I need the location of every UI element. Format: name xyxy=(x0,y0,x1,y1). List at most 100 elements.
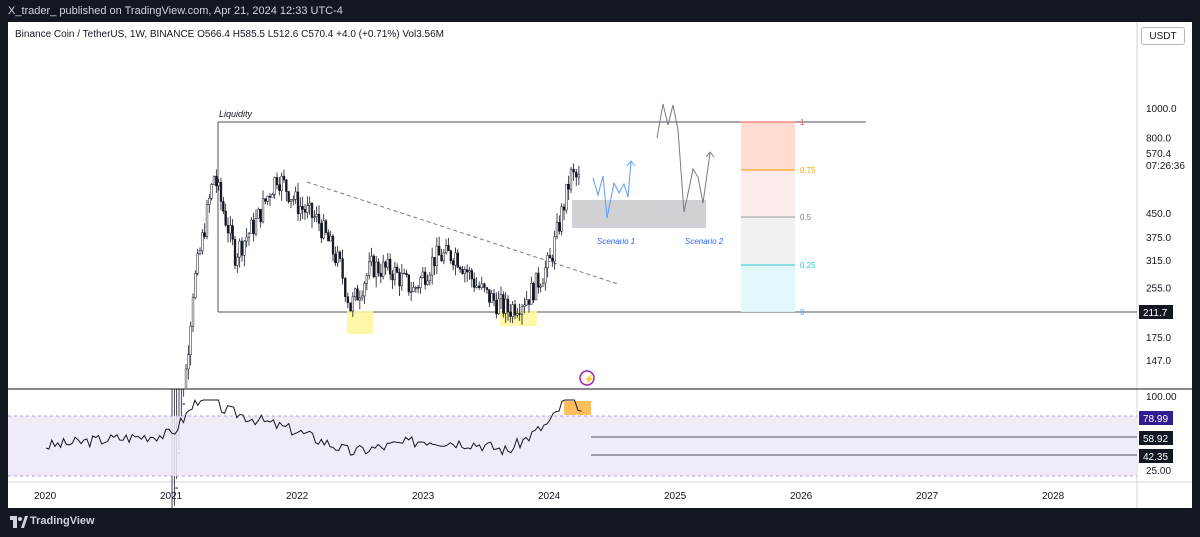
candle-body xyxy=(257,208,260,219)
time-axis[interactable]: 2020 2021 2022 2023 2024 2025 2026 2027 2028 xyxy=(34,491,1065,502)
legend-close: C570.4 xyxy=(301,29,334,40)
scenario-2-label: Scenario 2 xyxy=(685,237,724,246)
candle-body xyxy=(419,277,422,288)
time-tick-2026: 2026 xyxy=(790,491,813,502)
price-tick-147.0: 147.0 xyxy=(1146,356,1171,367)
candle-body xyxy=(445,245,448,254)
candle-body xyxy=(393,266,396,281)
candle-body xyxy=(229,225,232,234)
candle-body xyxy=(523,304,526,307)
candle-body xyxy=(264,198,267,202)
candle-body xyxy=(351,296,354,312)
currency-button[interactable]: USDT xyxy=(1141,27,1185,45)
candle-body xyxy=(537,272,540,288)
candle-body xyxy=(212,176,216,185)
candle-body xyxy=(384,261,387,268)
candle-body xyxy=(356,288,359,301)
legend-symbol[interactable]: Binance Coin / TetherUS, 1W, BINANCE xyxy=(15,29,195,40)
candle-body xyxy=(509,311,512,317)
candle-body xyxy=(511,304,514,317)
candle-body xyxy=(313,216,316,218)
candle-body xyxy=(421,271,424,278)
candle-body xyxy=(315,214,318,218)
candle-body xyxy=(382,261,385,277)
candle-body xyxy=(569,168,573,190)
candle-body xyxy=(424,271,427,285)
candle-body xyxy=(238,240,241,258)
rsi-band xyxy=(8,416,1137,476)
candle-body xyxy=(273,177,276,195)
fibonacci-retracement[interactable]: 1 0.75 0.5 0.25 0 xyxy=(741,118,816,317)
scenario-1-path[interactable] xyxy=(592,161,632,219)
candle-body xyxy=(492,293,496,301)
time-tick-2021: 2021 xyxy=(160,491,183,502)
rsi-pane[interactable]: 100.00 25.00 78.99 58.92 42.35 xyxy=(8,392,1177,477)
candle-body xyxy=(389,258,392,275)
price-axis[interactable]: 1000.0800.0650.0450.0375.0315.0255.0175.… xyxy=(1146,104,1177,367)
rsi-level-58-label: 58.92 xyxy=(1143,434,1168,445)
candle-body xyxy=(222,201,225,212)
rsi-line[interactable] xyxy=(45,398,582,456)
fib-label-025: 0.25 xyxy=(800,261,816,270)
rsi-tick-100: 100.00 xyxy=(1146,392,1177,403)
candle-body xyxy=(331,235,335,255)
candle-body xyxy=(254,218,258,235)
candle-body xyxy=(525,299,528,306)
candle-body xyxy=(201,232,204,251)
footer-bar: TradingView xyxy=(0,508,1200,537)
liquidity-label: Liquidity xyxy=(219,109,253,119)
candle-body xyxy=(541,282,545,287)
tradingview-logo-icon xyxy=(10,516,28,528)
candle-body xyxy=(377,261,380,274)
candle-body xyxy=(215,176,218,187)
price-tick-375.0: 375.0 xyxy=(1146,233,1171,244)
candle-body xyxy=(261,198,265,223)
candle-body xyxy=(412,287,415,292)
rsi-level-42-tag xyxy=(1139,449,1173,463)
candle-body xyxy=(499,294,503,300)
candle-body xyxy=(217,181,220,187)
candle-body xyxy=(456,252,459,268)
highlight-box-2022[interactable] xyxy=(347,311,373,334)
candle-body xyxy=(435,245,438,267)
candle-body xyxy=(203,232,206,237)
fib-zone-bottom xyxy=(741,265,795,312)
candle-body xyxy=(194,273,197,298)
candle-body xyxy=(530,283,533,305)
candle-body xyxy=(398,272,401,287)
price-pane[interactable]: Liquidity 1 0.75 0.5 0.25 0 S xyxy=(170,103,1137,532)
descending-trendline[interactable] xyxy=(306,181,619,285)
candle-body xyxy=(551,257,554,262)
chart-legend[interactable]: Binance Coin / TetherUS, 1W, BINANCE O56… xyxy=(15,29,444,40)
candle-body xyxy=(317,214,321,224)
candle-body xyxy=(259,208,262,223)
candlestick-series xyxy=(170,163,581,532)
candle-body xyxy=(266,195,269,202)
publish-header: X_trader_ published on TradingView.com, … xyxy=(0,0,1200,22)
candle-body xyxy=(287,191,290,202)
candle-body xyxy=(363,283,366,297)
candle-body xyxy=(452,260,455,266)
candle-body xyxy=(224,210,227,226)
candle-body xyxy=(562,206,566,211)
candle-body xyxy=(324,220,328,233)
candle-body xyxy=(518,313,521,315)
scenario-2-path[interactable] xyxy=(656,103,711,213)
lightning-event-icon[interactable] xyxy=(579,370,595,386)
candle-body xyxy=(386,258,389,268)
legend-high: H585.5 xyxy=(232,29,265,40)
candle-body xyxy=(368,261,371,276)
candle-body xyxy=(198,250,202,254)
candle-body xyxy=(449,250,452,261)
candle-body xyxy=(490,293,493,303)
candle-body xyxy=(555,222,559,237)
candle-body xyxy=(361,295,364,299)
price-tick-175.0: 175.0 xyxy=(1146,333,1171,344)
candle-body xyxy=(447,245,450,252)
candle-body xyxy=(483,283,486,288)
time-tick-2020: 2020 xyxy=(34,491,57,502)
candle-body xyxy=(338,251,342,259)
candle-body xyxy=(292,199,295,201)
candle-body xyxy=(567,183,570,190)
